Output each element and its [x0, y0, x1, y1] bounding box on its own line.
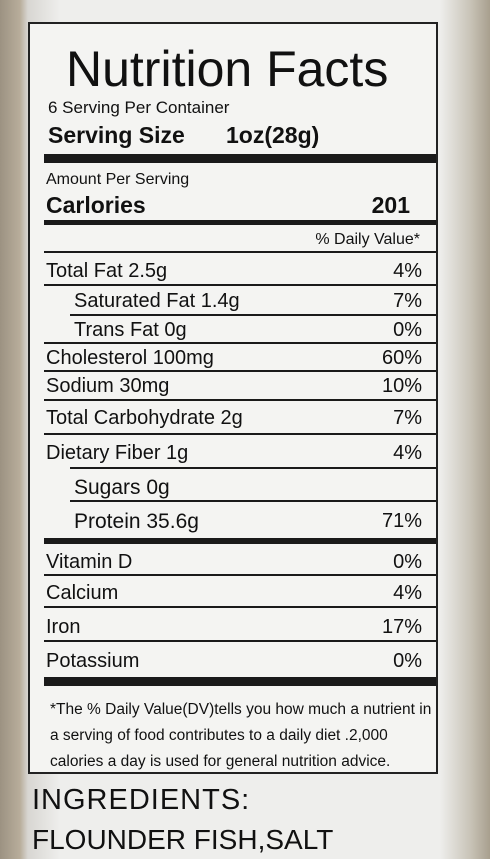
- nutrient: Potassium: [46, 650, 140, 672]
- ingredients-text: FLOUNDER FISH,SALT: [32, 824, 334, 855]
- nutrient: Cholesterol 100mg: [46, 347, 214, 369]
- daily-value: 0%: [393, 650, 422, 672]
- rule: [44, 640, 436, 642]
- nutrient: Sodium 30mg: [46, 375, 170, 397]
- rule: [44, 538, 436, 544]
- rule: [44, 342, 436, 344]
- ingredients-title: INGREDIENTS:: [32, 784, 251, 816]
- nutrient: Vitamin D: [46, 551, 133, 573]
- rule: [70, 467, 436, 469]
- daily-value: 0%: [393, 319, 422, 341]
- daily-value: 17%: [381, 616, 422, 638]
- daily-value: 71%: [381, 510, 422, 532]
- daily-value-header: % Daily Value*: [315, 231, 420, 248]
- daily-value: 7%: [393, 290, 422, 312]
- nutrient: Calcium: [46, 582, 119, 604]
- nutrient: Iron: [46, 616, 81, 638]
- daily-value: 4%: [393, 582, 422, 604]
- rule: [44, 220, 436, 225]
- nutrition-label: [28, 22, 438, 774]
- serving-size-label: Serving Size: [48, 122, 185, 148]
- daily-value: 4%: [393, 260, 422, 282]
- rule: [44, 606, 436, 608]
- servings: 6 Serving Per Container: [48, 98, 230, 117]
- daily-value: 10%: [381, 375, 422, 397]
- nutrient: Protein 35.6g: [74, 510, 199, 533]
- daily-value: 4%: [393, 442, 422, 464]
- rule: [44, 399, 436, 401]
- nutrient: Total Fat 2.5g: [46, 260, 168, 282]
- daily-value: 60%: [381, 347, 422, 369]
- calories-label: Carlories: [46, 192, 146, 218]
- nutrient: Dietary Fiber 1g: [46, 442, 189, 464]
- nutrient: Trans Fat 0g: [74, 319, 187, 341]
- rule: [44, 284, 436, 286]
- rule: [44, 574, 436, 576]
- rule: [44, 154, 436, 163]
- title: Nutrition Facts: [66, 41, 389, 97]
- amount-per-serving: Amount Per Serving: [46, 171, 190, 188]
- rule: [44, 251, 436, 253]
- rule: [70, 500, 436, 502]
- nutrient: Saturated Fat 1.4g: [74, 290, 240, 312]
- daily-value: 7%: [393, 407, 422, 429]
- rule: [44, 433, 436, 435]
- calories-value: 201: [371, 192, 410, 218]
- nutrient: Sugars 0g: [74, 476, 170, 499]
- footnote: *The % Daily Value(DV)tells you how much…: [50, 701, 432, 770]
- rule: [44, 677, 436, 686]
- rule: [70, 314, 436, 316]
- daily-value: 0%: [393, 551, 422, 573]
- serving-size: 1oz(28g): [226, 122, 320, 148]
- rule: [44, 370, 436, 372]
- nutrient: Total Carbohydrate 2g: [46, 407, 243, 429]
